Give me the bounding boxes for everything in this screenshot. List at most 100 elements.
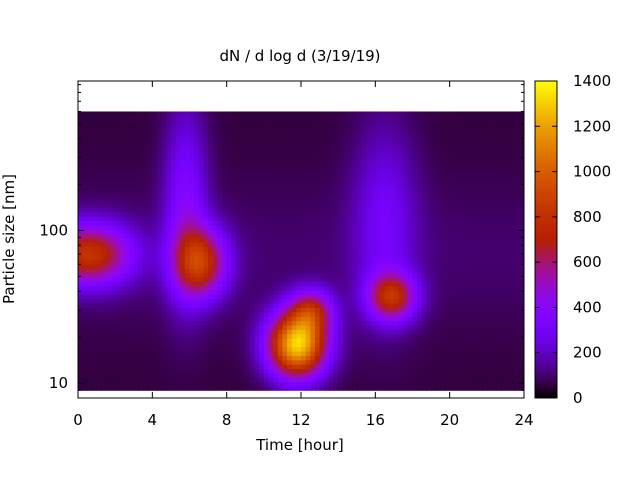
heat-cell xyxy=(421,120,428,126)
heat-cell xyxy=(310,259,316,265)
heat-cell xyxy=(254,137,260,143)
heat-cell xyxy=(249,150,256,156)
heat-cell xyxy=(398,303,404,309)
heat-cell xyxy=(282,337,288,343)
heat-cell xyxy=(296,337,302,343)
heat-cell xyxy=(96,250,102,256)
heat-cell xyxy=(217,242,223,248)
heat-cell xyxy=(110,285,116,291)
heat-cell xyxy=(138,355,144,361)
heat-cell xyxy=(268,111,274,117)
heat-cell xyxy=(338,168,344,174)
heat-cell xyxy=(101,155,107,160)
heat-cell xyxy=(366,272,372,278)
heat-cell xyxy=(417,242,423,248)
heat-cell xyxy=(194,337,200,343)
heat-cell xyxy=(314,346,321,352)
heat-cell xyxy=(156,359,163,365)
heat-cell xyxy=(412,172,418,178)
heat-cell xyxy=(412,294,418,300)
heat-cell xyxy=(393,168,400,174)
heat-cell xyxy=(203,211,209,217)
heat-cell xyxy=(161,224,167,230)
heat-cell xyxy=(282,333,288,339)
heat-cell xyxy=(259,272,265,278)
heat-cell xyxy=(403,133,409,139)
heat-cell xyxy=(431,220,437,226)
heat-cell xyxy=(324,224,330,230)
heat-cell xyxy=(426,185,432,191)
heat-cell xyxy=(87,120,93,126)
heat-cell xyxy=(379,194,386,200)
heat-cell xyxy=(143,272,149,278)
heat-cell xyxy=(296,128,302,134)
heat-cell xyxy=(407,224,414,230)
heat-cell xyxy=(156,159,163,165)
heat-cell xyxy=(129,268,135,274)
heat-cell xyxy=(356,368,362,374)
heat-cell xyxy=(375,242,381,248)
heat-cell xyxy=(342,211,349,217)
heat-cell xyxy=(96,202,102,208)
heat-cell xyxy=(319,368,325,374)
heat-cell xyxy=(217,359,223,365)
heat-cell xyxy=(356,181,362,187)
heat-cell xyxy=(212,202,218,208)
heat-cell xyxy=(129,224,135,230)
heat-cell xyxy=(379,255,386,261)
heat-cell xyxy=(379,111,386,117)
heat-cell xyxy=(180,155,186,160)
heat-cell xyxy=(403,359,409,365)
heat-cell xyxy=(310,281,316,287)
heat-cell xyxy=(333,316,339,322)
heat-cell xyxy=(194,298,200,304)
heat-cell xyxy=(208,329,214,335)
heat-cell xyxy=(314,242,321,248)
heat-cell xyxy=(417,377,423,383)
heat-cell xyxy=(231,216,237,221)
heat-cell xyxy=(324,259,330,265)
heat-cell xyxy=(259,150,265,156)
heat-cell xyxy=(287,263,293,269)
heat-cell xyxy=(287,316,293,322)
heat-cell xyxy=(115,324,121,330)
heat-cell xyxy=(184,290,191,295)
heat-cell xyxy=(282,141,288,147)
heat-cell xyxy=(254,377,260,383)
heat-cell xyxy=(347,246,353,252)
heat-cell xyxy=(110,276,116,282)
heat-cell xyxy=(87,320,93,326)
heat-cell xyxy=(147,381,153,387)
heat-cell xyxy=(226,350,232,356)
heat-cell xyxy=(370,155,376,160)
heat-cell xyxy=(249,202,256,208)
heat-cell xyxy=(194,207,200,213)
heat-cell xyxy=(175,207,181,213)
heat-cell xyxy=(393,268,400,274)
heat-cell xyxy=(287,355,293,361)
heat-cell xyxy=(407,385,414,391)
heat-cell xyxy=(417,111,423,117)
heat-cell xyxy=(82,355,88,361)
heat-cell xyxy=(240,216,246,221)
heat-cell xyxy=(426,298,432,304)
heat-cell xyxy=(115,207,121,213)
heat-cell xyxy=(254,172,260,178)
heat-cell xyxy=(291,155,297,160)
heat-cell xyxy=(342,229,349,235)
heat-cell xyxy=(170,372,177,378)
heat-cell xyxy=(101,189,107,195)
heat-cell xyxy=(119,255,126,261)
heat-cell xyxy=(375,359,381,365)
heat-cell xyxy=(82,268,88,274)
heat-cell xyxy=(263,337,270,343)
heat-cell xyxy=(398,176,404,182)
heat-cell xyxy=(203,250,209,256)
heat-cell xyxy=(180,377,186,383)
heat-cell xyxy=(226,124,232,130)
heat-cell xyxy=(249,346,256,352)
heat-cell xyxy=(231,259,237,265)
heat-cell xyxy=(259,311,265,317)
heat-cell xyxy=(417,276,423,282)
heat-cell xyxy=(203,290,209,295)
